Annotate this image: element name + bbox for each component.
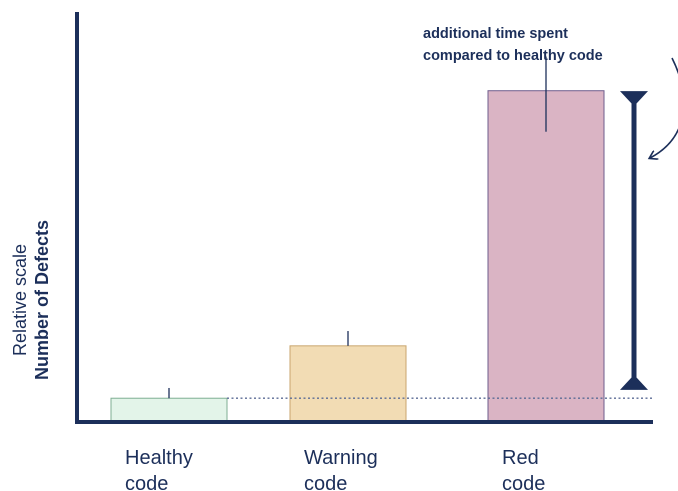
x-tick-label-1-0: Warning	[304, 447, 378, 469]
bar-1	[289, 345, 407, 422]
x-tick-label-2-0: Red	[502, 447, 539, 469]
x-tick-label-0-0: Healthy	[125, 447, 193, 469]
bars-layer	[110, 90, 605, 422]
y-axis-title: Number of Defects	[32, 220, 52, 380]
range-indicator-top-cap	[620, 91, 648, 107]
bar-2	[487, 90, 605, 422]
annotation-line-2: compared to healthy code	[423, 48, 603, 64]
y-axis-scale-label: Relative scale	[10, 244, 30, 356]
error-bars-layer	[168, 56, 547, 399]
range-indicator-bottom-cap	[620, 374, 648, 390]
y-axis-label: Relative scale Number of Defects	[10, 220, 52, 380]
bar-0	[110, 397, 228, 422]
x-tick-label-1-1: code	[304, 473, 347, 491]
range-indicator-layer	[620, 91, 648, 390]
x-tick-label-2-1: code	[502, 473, 545, 491]
x-tick-label-0-1: code	[125, 473, 168, 491]
x-tick-labels: Healthy code Warning code Red code	[125, 447, 545, 491]
annotation-line-1: additional time spent	[423, 26, 568, 42]
annotation-arrow	[650, 57, 678, 158]
